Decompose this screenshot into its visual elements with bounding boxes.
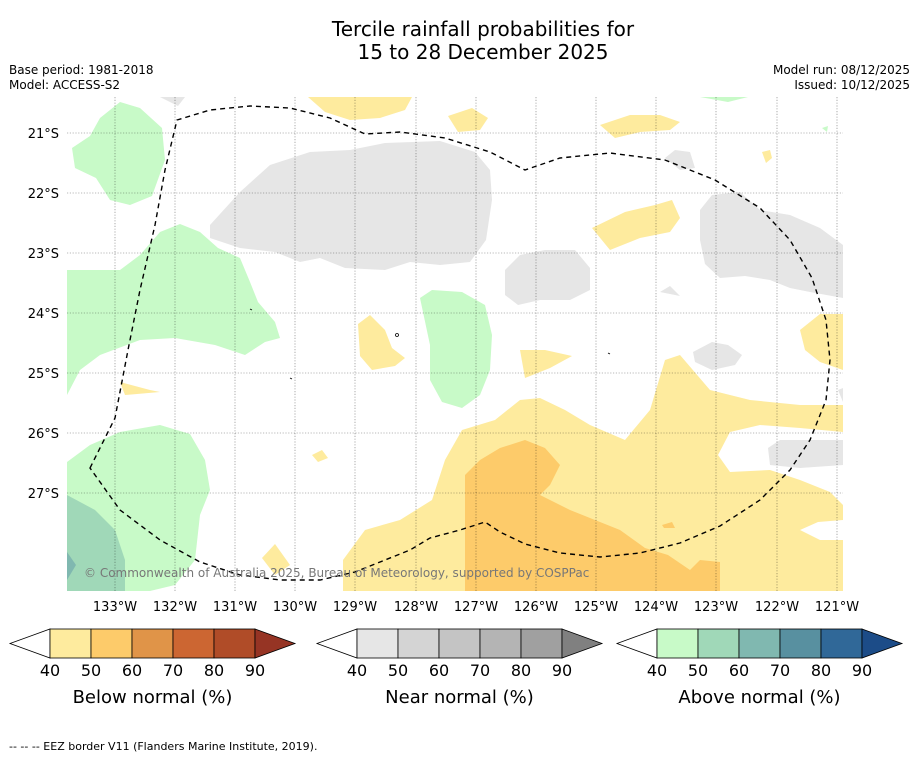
above-normal-regions xyxy=(67,97,828,591)
lon-label: 122°W xyxy=(755,600,799,615)
lon-label: 131°W xyxy=(213,600,257,615)
lat-label: 22°S xyxy=(28,187,59,202)
legend-2: 40 50 60 70 80 90 Near normal (%) xyxy=(315,628,604,708)
legend-max-arrow xyxy=(254,628,297,659)
legend-segment xyxy=(656,628,699,659)
legend-segment xyxy=(779,628,822,659)
legend-segment xyxy=(520,628,563,659)
legend-segment xyxy=(738,628,781,659)
legend-tick-label: 90 xyxy=(552,661,572,680)
lon-label: 121°W xyxy=(815,600,859,615)
map-title: Tercile rainfall probabilities for 15 to… xyxy=(0,18,919,64)
lat-label: 26°S xyxy=(28,427,59,442)
lon-label: 128°W xyxy=(394,600,438,615)
legend-segment xyxy=(131,628,174,659)
longitude-labels: 133°W 132°W 131°W 130°W 129°W 128°W 127°W 126°W… xyxy=(93,600,859,615)
eez-border xyxy=(89,105,831,581)
legend-tick-label: 50 xyxy=(388,661,408,680)
lat-label: 23°S xyxy=(28,247,59,262)
legend-segment xyxy=(90,628,133,659)
base-period: Base period: 1981-2018 xyxy=(9,63,154,77)
legend-tick-label: 60 xyxy=(429,661,449,680)
lat-label: 21°S xyxy=(28,127,59,142)
legend-min-arrow xyxy=(8,628,51,659)
map-panel xyxy=(67,97,843,591)
legend-tick-label: 70 xyxy=(770,661,790,680)
legend-tick-label: 90 xyxy=(852,661,872,680)
legend-tick-label: 40 xyxy=(347,661,367,680)
lat-label: 27°S xyxy=(28,487,59,502)
copyright-text: © Commonwealth of Australia 2025, Bureau… xyxy=(84,566,589,580)
lon-label: 130°W xyxy=(273,600,317,615)
lat-label: 25°S xyxy=(28,367,59,382)
island-marks xyxy=(249,308,611,380)
below-normal-50-region xyxy=(465,440,720,591)
legend-title: Above normal (%) xyxy=(678,687,840,708)
graticule xyxy=(67,97,843,591)
meta-right: Model run: 08/12/2025 Issued: 10/12/2025 xyxy=(773,63,910,93)
legend-segment xyxy=(172,628,215,659)
lon-label: 129°W xyxy=(333,600,377,615)
legend-segment xyxy=(697,628,740,659)
legend-tick-label: 80 xyxy=(204,661,224,680)
legend-3: 40 50 60 70 80 90 Above normal (%) xyxy=(615,628,904,708)
legend-tick-label: 40 xyxy=(647,661,667,680)
above-normal-60-region xyxy=(67,552,76,580)
model-name: Model: ACCESS-S2 xyxy=(9,78,121,92)
legend-max-arrow xyxy=(861,628,904,659)
issued-date: Issued: 10/12/2025 xyxy=(794,78,910,92)
lon-label: 123°W xyxy=(694,600,738,615)
meta-left: Base period: 1981-2018 Model: ACCESS-S2 xyxy=(9,63,154,93)
lon-label: 132°W xyxy=(153,600,197,615)
above-normal-50-region xyxy=(67,495,125,591)
legend-tick-label: 80 xyxy=(511,661,531,680)
legend-segment xyxy=(397,628,440,659)
legend-segment xyxy=(438,628,481,659)
model-run: Model run: 08/12/2025 xyxy=(772,63,910,77)
legend-min-arrow xyxy=(615,628,658,659)
legend-segment xyxy=(356,628,399,659)
legend-tick-label: 40 xyxy=(40,661,60,680)
legend-segment xyxy=(213,628,256,659)
legend-tick-label: 80 xyxy=(811,661,831,680)
legend-tick-label: 70 xyxy=(470,661,490,680)
legend-title: Near normal (%) xyxy=(385,687,534,708)
legend-segment xyxy=(820,628,863,659)
title-line-2: 15 to 28 December 2025 xyxy=(357,40,609,64)
lon-label: 124°W xyxy=(634,600,678,615)
legend-title: Below normal (%) xyxy=(73,687,233,708)
legend-segment xyxy=(49,628,92,659)
legend-min-arrow xyxy=(315,628,358,659)
legend-max-arrow xyxy=(561,628,604,659)
lon-label: 133°W xyxy=(93,600,137,615)
legend-tick-label: 90 xyxy=(245,661,265,680)
legend-tick-label: 60 xyxy=(122,661,142,680)
lon-label: 125°W xyxy=(574,600,618,615)
legend-segment xyxy=(479,628,522,659)
eez-footnote: -- -- -- EEZ border V11 (Flanders Marine… xyxy=(9,740,318,753)
lon-label: 127°W xyxy=(454,600,498,615)
legend-tick-label: 50 xyxy=(81,661,101,680)
latitude-labels: 21°S 22°S 23°S 24°S 25°S 26°S 27°S xyxy=(28,127,59,502)
lat-label: 24°S xyxy=(28,307,59,322)
lon-label: 126°W xyxy=(514,600,558,615)
legend-colorbars: 40 50 60 70 80 90 Below normal (%) 40 50 60 70 80 90… xyxy=(8,628,904,708)
legend-tick-label: 70 xyxy=(163,661,183,680)
legend-tick-label: 50 xyxy=(688,661,708,680)
title-line-1: Tercile rainfall probabilities for xyxy=(331,17,635,41)
legend-tick-label: 60 xyxy=(729,661,749,680)
legend-1: 40 50 60 70 80 90 Below normal (%) xyxy=(8,628,297,708)
